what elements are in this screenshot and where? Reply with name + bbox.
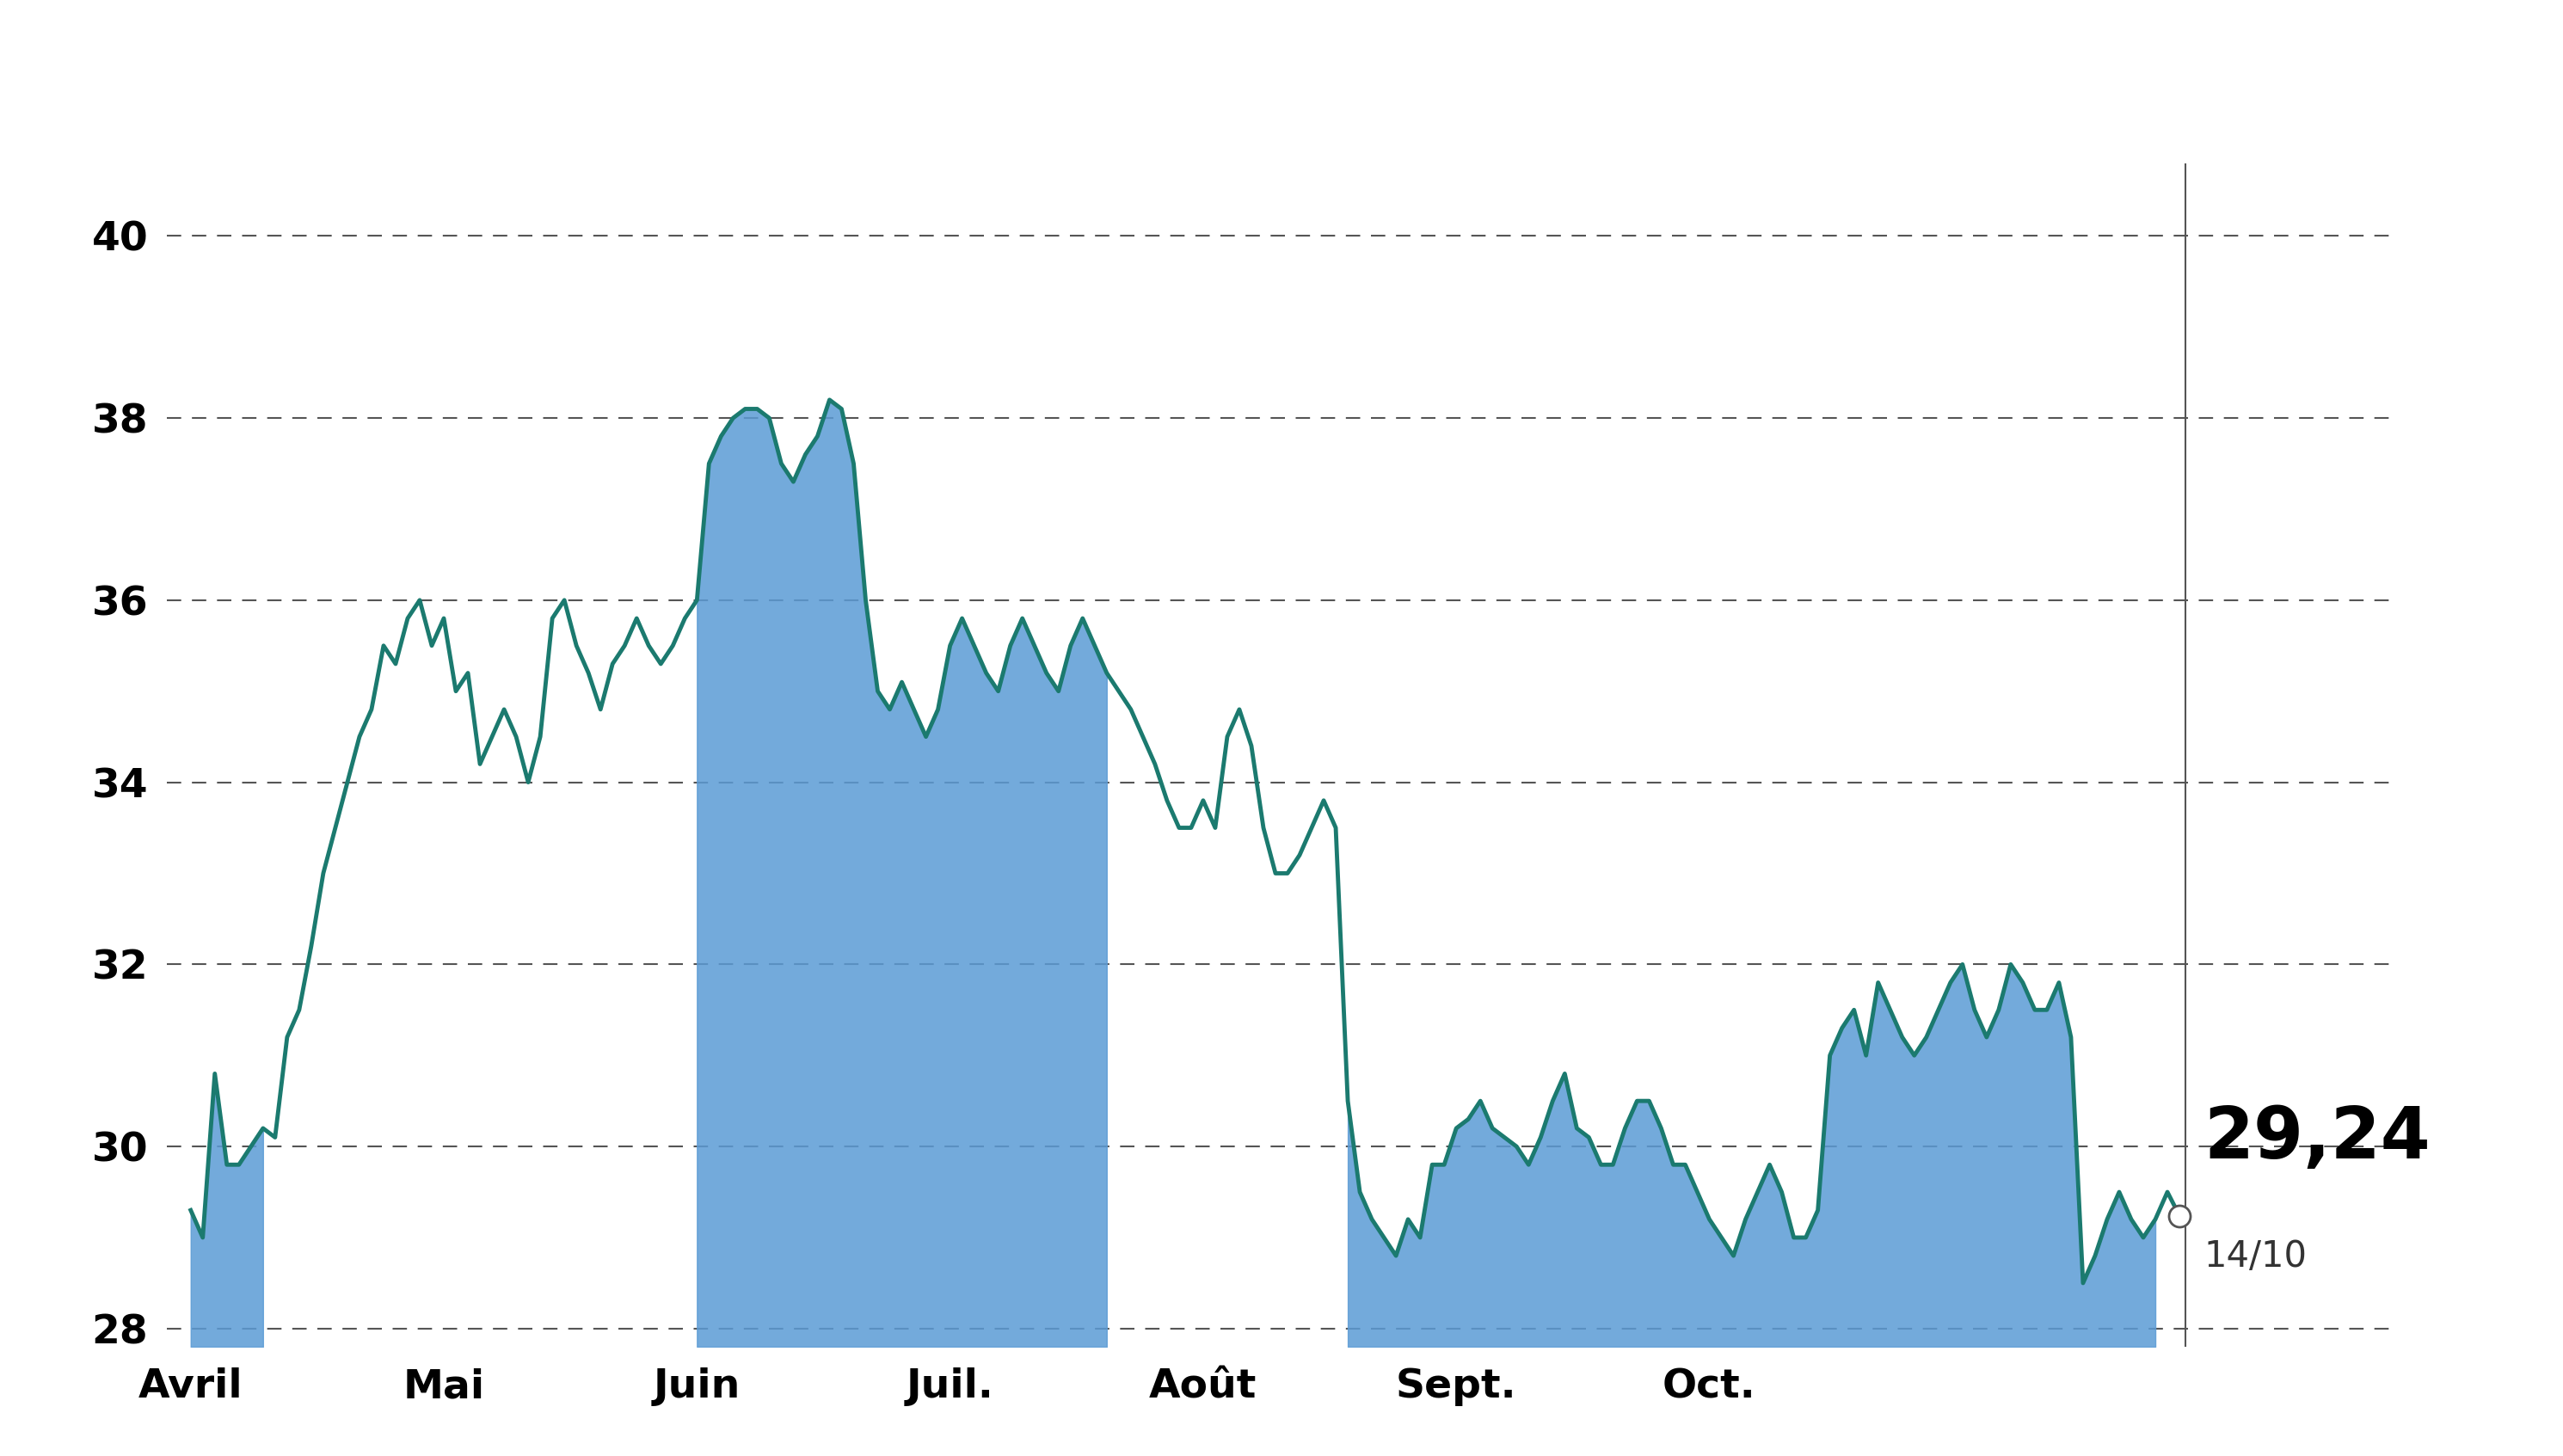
Text: 29,24: 29,24 <box>2204 1104 2430 1174</box>
Text: 14/10: 14/10 <box>2204 1239 2307 1274</box>
Text: IMERYS: IMERYS <box>1079 6 1484 99</box>
